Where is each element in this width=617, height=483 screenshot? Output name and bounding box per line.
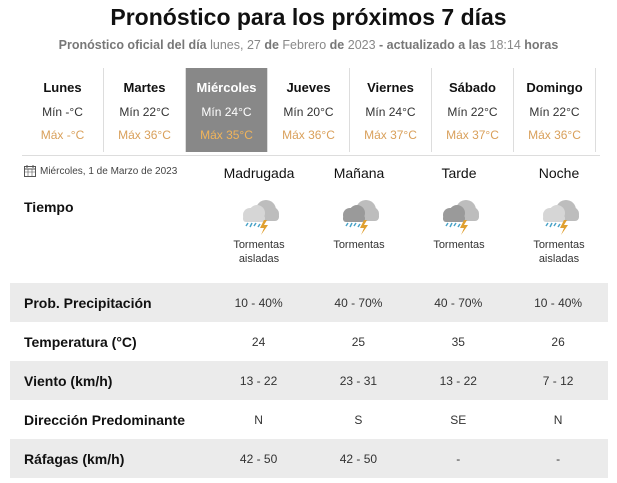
day-min: Mín -°C: [42, 105, 83, 119]
period-headers: Madrugada Mañana Tarde Noche: [209, 165, 609, 181]
weather-desc: Tormentas: [333, 239, 385, 251]
table-row: Prob. Precipitación 10 - 40% 40 - 70% 40 - …: [10, 283, 608, 322]
row-value: 25: [351, 334, 366, 349]
day-tabs: Lunes Mín -°C Máx -°C Martes Mín 22°C Máx 36…: [22, 68, 596, 152]
day-name: Viernes: [367, 80, 414, 95]
row-value: S: [354, 412, 363, 427]
table-row: Ráfagas (km/h) 42 - 50 42 - 50 - -: [10, 439, 608, 478]
weather-cell: Tormentas aisladas: [209, 198, 309, 266]
row-value: 10 - 40%: [534, 295, 583, 310]
row-label: Prob. Precipitación: [24, 294, 152, 311]
weather-desc: Tormentas: [233, 239, 285, 251]
weather-cell: Tormentas: [409, 198, 509, 266]
row-value: 23 - 31: [339, 373, 378, 388]
weather-desc: Tormentas: [433, 239, 485, 251]
day-min: Mín 22°C: [447, 105, 498, 119]
row-value: N: [553, 412, 563, 427]
divider: [22, 155, 600, 156]
weather-cell: Tormentas: [309, 198, 409, 266]
isolated-storm-icon: [509, 198, 609, 236]
row-value: 35: [451, 334, 465, 349]
day-tab-jueves[interactable]: Jueves Mín 20°C Máx 36°C: [268, 68, 350, 152]
row-label: Ráfagas (km/h): [24, 450, 125, 467]
subtitle-text: Pronóstico oficial del día: [58, 38, 207, 52]
row-value: N: [254, 412, 263, 427]
table-row: Dirección Predominante N S SE N: [10, 400, 608, 439]
day-tab-sabado[interactable]: Sábado Mín 22°C Máx 37°C: [432, 68, 514, 152]
row-value: 7 - 12: [542, 373, 574, 388]
day-max: Máx 35°C: [200, 128, 253, 142]
subtitle-time: 18:14: [489, 38, 521, 52]
day-min: Mín 20°C: [283, 105, 334, 119]
weather-desc: Tormentas: [533, 239, 585, 251]
day-name: Jueves: [286, 80, 331, 95]
table-row: Temperatura (°C) 24 25 35 26: [10, 322, 608, 361]
row-value: -: [456, 451, 461, 466]
day-max: Máx 36°C: [118, 128, 171, 142]
day-tab-miercoles[interactable]: Miércoles Mín 24°C Máx 35°C: [186, 68, 268, 152]
day-name: Domingo: [526, 80, 583, 95]
day-max: Máx 36°C: [528, 128, 581, 142]
day-tab-viernes[interactable]: Viernes Mín 24°C Máx 37°C: [350, 68, 432, 152]
row-value: 42 - 50: [339, 451, 378, 466]
row-label: Dirección Predominante: [24, 411, 186, 428]
row-value: -: [556, 451, 561, 466]
row-label: Viento (km/h): [24, 372, 113, 389]
row-value: 13 - 22: [439, 373, 477, 388]
row-value: 42 - 50: [239, 451, 278, 466]
day-min: Mín 22°C: [119, 105, 170, 119]
day-max: Máx 36°C: [282, 128, 335, 142]
weather-row: Tormentas aisladas Tormentas Tormentas Torme…: [209, 198, 609, 266]
table-row: Viento (km/h) 13 - 22 23 - 31 13 - 22 7 - 12: [10, 361, 608, 400]
day-max: Máx -°C: [40, 128, 85, 142]
day-min: Mín 24°C: [365, 105, 416, 119]
subtitle-text: de: [329, 38, 345, 52]
detail-date: Miércoles, 1 de Marzo de 2023: [24, 165, 177, 177]
row-value: 40 - 70%: [434, 295, 483, 310]
row-value: 40 - 70%: [334, 295, 383, 310]
weather-desc-2: aisladas: [538, 253, 580, 265]
period-header: Tarde: [441, 165, 477, 181]
isolated-storm-icon: [209, 198, 309, 236]
tiempo-label: Tiempo: [24, 199, 74, 215]
day-min: Mín 22°C: [529, 105, 580, 119]
storm-icon: [409, 198, 509, 236]
row-label: Temperatura (°C): [24, 333, 137, 350]
calendar-icon: [24, 165, 36, 177]
subtitle-text: - actualizado a las: [379, 38, 487, 52]
weather-cell: Tormentas aisladas: [509, 198, 609, 266]
detail-date-text: Miércoles, 1 de Marzo de 2023: [40, 165, 178, 177]
day-tab-martes[interactable]: Martes Mín 22°C Máx 36°C: [104, 68, 186, 152]
row-value: 24: [251, 334, 266, 349]
period-header: Madrugada: [223, 165, 295, 181]
row-value: 13 - 22: [239, 373, 278, 388]
subtitle-text: horas: [524, 38, 559, 52]
page-title: Pronóstico para los próximos 7 días: [110, 4, 507, 30]
storm-icon: [309, 198, 409, 236]
day-name: Miércoles: [196, 80, 257, 95]
subtitle-year: 2023: [347, 38, 376, 52]
period-header: Mañana: [333, 165, 385, 181]
subtitle-text: de: [264, 38, 279, 52]
day-name: Sábado: [449, 80, 496, 95]
day-min: Mín 24°C: [201, 105, 252, 119]
subtitle-month: Febrero: [282, 38, 327, 52]
day-tab-domingo[interactable]: Domingo Mín 22°C Máx 36°C: [514, 68, 596, 152]
day-max: Máx 37°C: [364, 128, 417, 142]
row-value: SE: [450, 412, 467, 427]
row-value: 26: [551, 334, 565, 349]
forecast-subtitle: Pronóstico oficial del día lunes, 27 de …: [0, 38, 617, 52]
subtitle-date: lunes, 27: [210, 38, 261, 52]
day-name: Lunes: [43, 80, 82, 95]
period-header: Noche: [538, 165, 580, 181]
day-tab-lunes[interactable]: Lunes Mín -°C Máx -°C: [22, 68, 104, 152]
forecast-table: Prob. Precipitación 10 - 40% 40 - 70% 40 - …: [10, 283, 608, 478]
row-value: 10 - 40%: [234, 295, 283, 310]
day-max: Máx 37°C: [446, 128, 499, 142]
day-name: Martes: [123, 80, 166, 95]
weather-desc-2: aisladas: [238, 253, 280, 265]
